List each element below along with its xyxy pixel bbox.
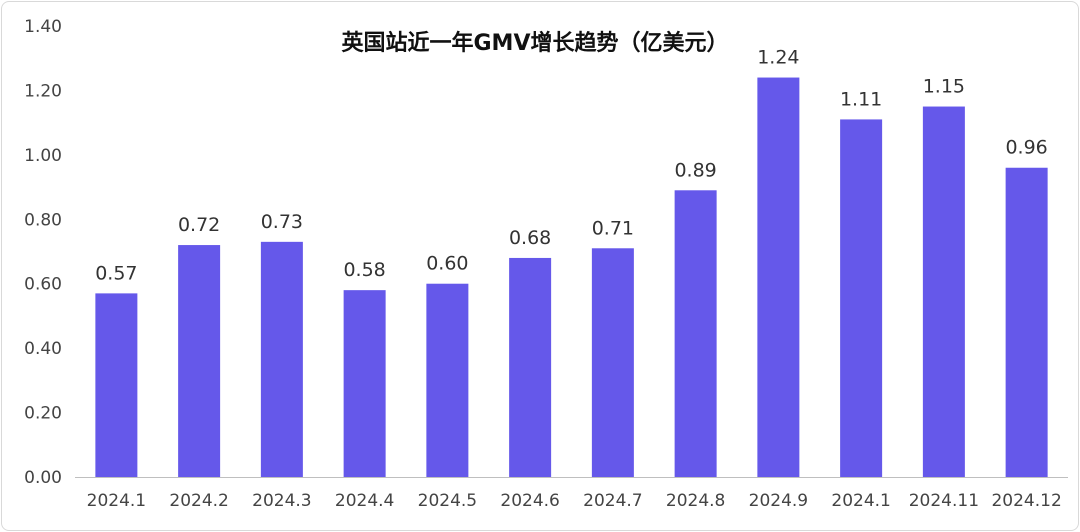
- data-label: 0.71: [592, 217, 634, 239]
- y-tick-label: 0.80: [24, 210, 62, 230]
- bar: [1005, 167, 1048, 477]
- y-tick-label: 0.00: [24, 468, 62, 488]
- data-label: 0.68: [509, 227, 551, 249]
- data-label: 0.58: [343, 259, 385, 281]
- x-tick-label: 2024.8: [666, 491, 725, 511]
- bar: [178, 245, 221, 477]
- bar: [343, 290, 386, 477]
- y-tick-label: 1.20: [24, 81, 62, 101]
- data-label: 1.24: [757, 47, 799, 69]
- x-tick-label: 2024.9: [749, 491, 808, 511]
- bar: [426, 283, 469, 477]
- data-label: 0.57: [95, 262, 137, 284]
- data-label: 0.89: [674, 159, 716, 181]
- bar: [922, 106, 965, 478]
- y-axis: 0.00 0.20 0.40 0.60 0.80 1.00 1.20 1.40: [24, 17, 62, 488]
- bar: [757, 77, 800, 478]
- y-tick-label: 0.20: [24, 404, 62, 424]
- y-tick-label: 1.00: [24, 146, 62, 166]
- data-label: 1.15: [923, 76, 965, 98]
- bar: [840, 119, 883, 478]
- data-label: 0.72: [178, 214, 220, 236]
- data-labels-group: 0.57 0.72 0.73 0.58 0.60 0.68 0.71 0.89 1.24 1.11…: [95, 47, 1048, 285]
- x-tick-label: 2024.1: [831, 491, 890, 511]
- x-tick-label: 2024.12: [991, 491, 1061, 511]
- y-tick-label: 0.60: [24, 275, 62, 295]
- bars-group: [95, 77, 1048, 478]
- chart-title: 英国站近一年GMV增长趋势（亿美元）: [342, 30, 729, 56]
- x-tick-label: 2024.6: [500, 491, 559, 511]
- y-tick-label: 1.40: [24, 17, 62, 37]
- data-label: 1.11: [840, 88, 882, 110]
- y-tick-label: 0.40: [24, 339, 62, 359]
- bar: [674, 190, 717, 478]
- bar: [509, 257, 552, 477]
- data-label: 0.60: [426, 253, 468, 275]
- x-tick-label: 2024.7: [583, 491, 642, 511]
- bar: [260, 241, 303, 477]
- x-tick-label: 2024.1: [87, 491, 146, 511]
- x-axis: 2024.1 2024.2 2024.3 2024.4 2024.5 2024.6 2024…: [87, 491, 1062, 511]
- x-tick-label: 2024.11: [909, 491, 979, 511]
- data-label: 0.73: [261, 211, 303, 233]
- x-tick-label: 2024.2: [169, 491, 228, 511]
- x-tick-label: 2024.4: [335, 491, 394, 511]
- bar: [591, 248, 634, 477]
- x-tick-label: 2024.3: [252, 491, 311, 511]
- bar: [95, 293, 138, 477]
- data-label: 0.96: [1005, 137, 1047, 159]
- x-tick-label: 2024.5: [418, 491, 477, 511]
